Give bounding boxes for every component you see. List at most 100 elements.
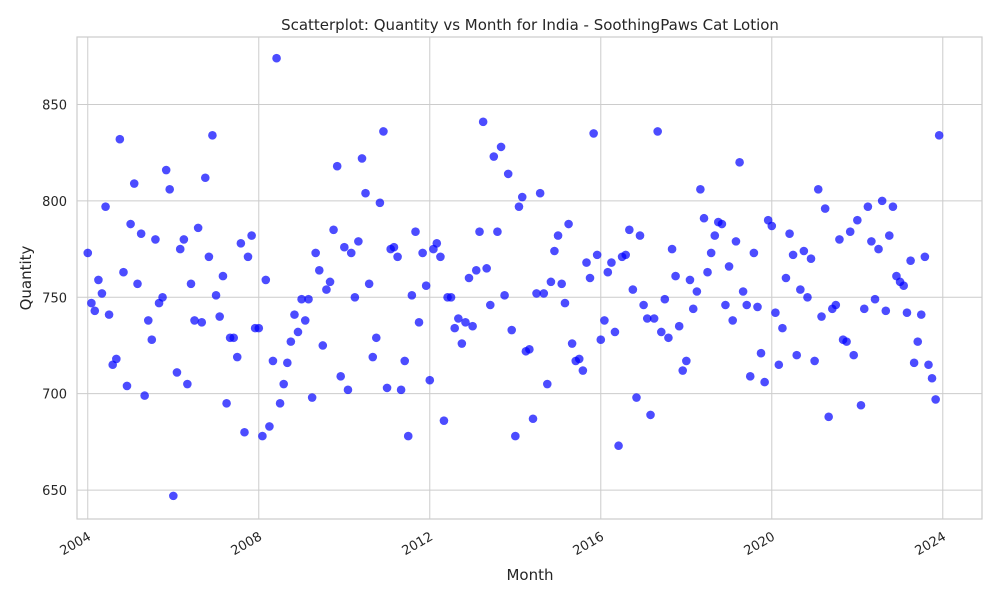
data-point: [721, 300, 730, 310]
data-point: [639, 300, 648, 310]
data-point: [877, 196, 887, 206]
data-point: [286, 337, 296, 346]
data-point: [916, 310, 926, 319]
y-tick-label: 850: [42, 98, 67, 113]
data-point: [119, 267, 128, 277]
data-point: [489, 152, 499, 161]
data-point: [485, 300, 495, 310]
y-tick-label: 750: [42, 291, 67, 306]
data-point: [913, 337, 923, 346]
data-point: [151, 235, 160, 244]
y-axis-title: Quantity: [17, 245, 35, 310]
data-point: [94, 275, 103, 285]
data-point: [592, 250, 602, 260]
data-point: [824, 412, 833, 422]
data-point: [371, 333, 381, 343]
data-point: [407, 291, 417, 300]
data-point: [389, 242, 399, 252]
data-point: [261, 275, 271, 285]
data-point: [236, 238, 246, 248]
data-point: [557, 279, 566, 289]
data-point: [268, 356, 278, 366]
data-point: [104, 310, 114, 319]
data-point: [664, 333, 673, 343]
data-point: [635, 231, 645, 240]
data-point: [418, 248, 427, 258]
data-point: [735, 158, 744, 167]
data-point: [200, 173, 210, 183]
data-point: [728, 316, 737, 325]
data-point: [243, 252, 253, 262]
data-point: [468, 321, 477, 331]
data-point: [778, 323, 787, 333]
data-point: [83, 248, 93, 258]
data-point: [275, 399, 285, 408]
data-point: [112, 354, 121, 364]
data-point: [813, 185, 823, 194]
data-point: [706, 248, 716, 258]
data-point: [803, 292, 812, 302]
data-point: [745, 372, 755, 381]
data-point: [724, 262, 734, 271]
data-point: [688, 304, 698, 314]
data-point: [574, 354, 584, 364]
data-point: [204, 252, 214, 262]
data-point: [133, 279, 142, 289]
data-point: [934, 131, 944, 140]
data-point: [621, 250, 631, 260]
grid-lines: [77, 37, 982, 519]
data-point: [322, 285, 331, 294]
data-point: [867, 237, 876, 246]
data-point: [614, 441, 623, 451]
data-point: [297, 294, 306, 304]
x-tick-label: 2012: [400, 529, 436, 559]
data-point: [325, 277, 335, 287]
data-point: [649, 314, 659, 323]
data-point: [607, 258, 616, 267]
data-point: [625, 225, 634, 235]
data-point: [884, 231, 894, 240]
data-point: [585, 273, 595, 283]
data-point: [656, 327, 666, 337]
data-point: [265, 422, 274, 431]
data-point: [272, 53, 281, 63]
data-point: [97, 289, 107, 298]
x-tick-label: 2004: [58, 529, 94, 559]
data-point: [553, 231, 563, 240]
data-point: [610, 327, 620, 337]
data-point: [628, 285, 638, 294]
data-point: [674, 321, 684, 331]
data-point: [471, 265, 481, 275]
data-point: [375, 198, 385, 208]
data-point: [283, 358, 292, 368]
data-point: [218, 271, 228, 281]
data-point: [403, 431, 413, 441]
data-point: [439, 416, 449, 425]
data-point: [924, 360, 933, 370]
x-tick-label: 2020: [742, 529, 778, 559]
data-point: [560, 298, 570, 308]
data-point: [749, 248, 759, 258]
data-point: [842, 337, 851, 346]
data-point: [126, 219, 135, 229]
data-point: [796, 285, 805, 294]
data-point: [122, 381, 132, 391]
data-point: [400, 356, 410, 366]
data-point: [307, 393, 317, 402]
data-point: [881, 306, 891, 316]
data-point: [699, 213, 709, 223]
data-point: [411, 227, 420, 237]
data-point: [446, 292, 456, 302]
data-point: [909, 358, 919, 368]
data-point: [906, 256, 915, 265]
data-point: [496, 142, 506, 152]
data-point: [290, 310, 299, 319]
data-point: [703, 267, 712, 277]
data-point: [731, 237, 741, 246]
data-point: [172, 368, 182, 377]
data-point: [215, 312, 224, 321]
data-point: [927, 373, 937, 383]
data-point: [457, 339, 467, 348]
data-point: [525, 345, 534, 354]
